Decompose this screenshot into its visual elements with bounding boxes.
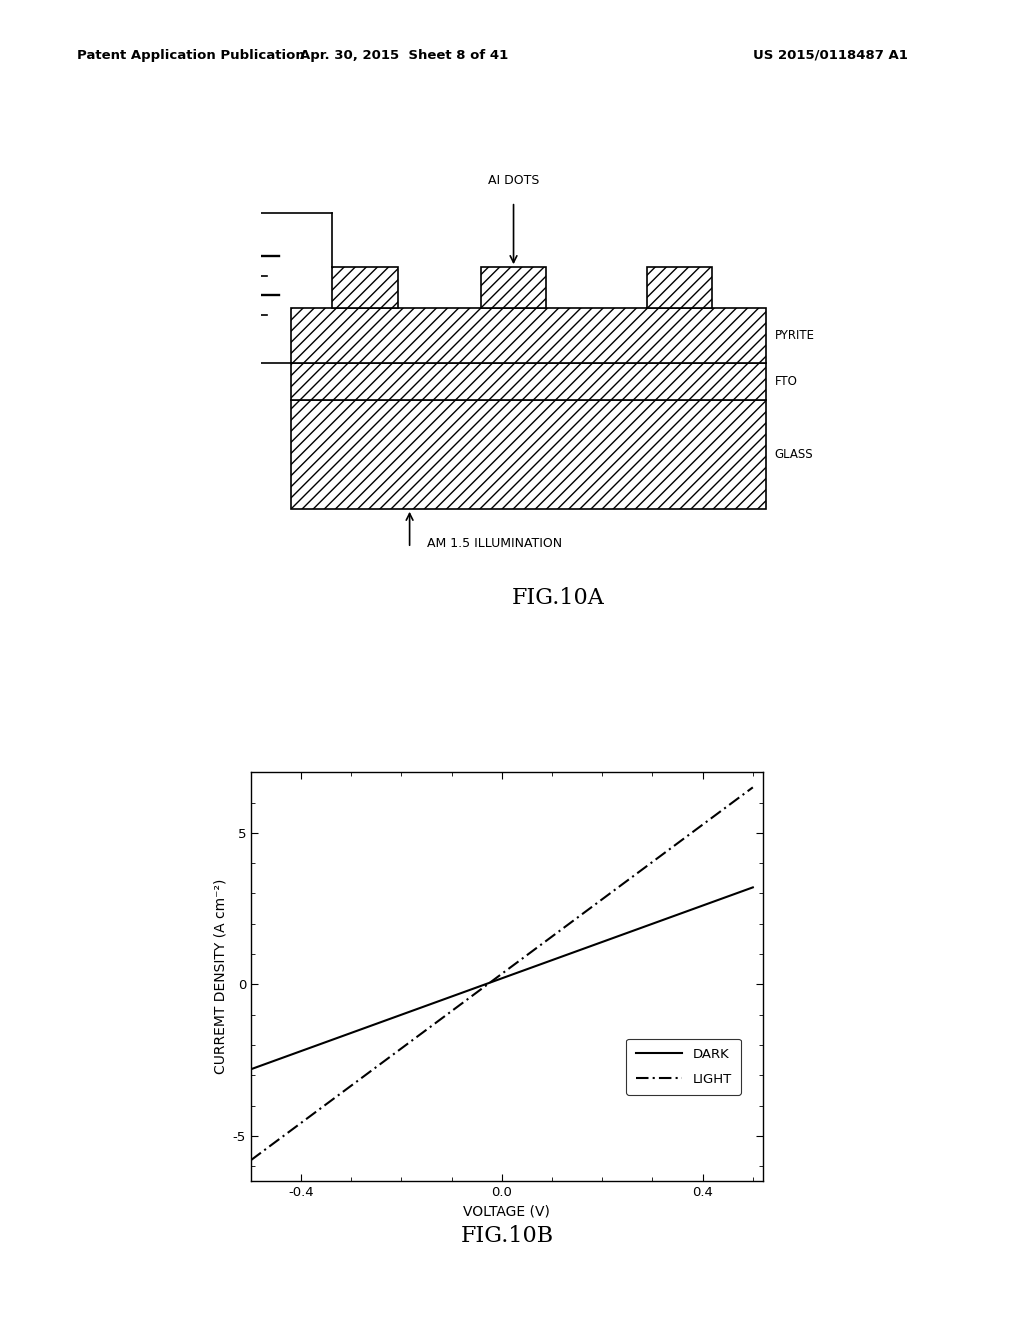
X-axis label: VOLTAGE (V): VOLTAGE (V) <box>464 1205 550 1218</box>
Text: GLASS: GLASS <box>775 447 813 461</box>
Bar <box>333 267 397 309</box>
Bar <box>481 267 546 309</box>
Y-axis label: CURREMT DENSITY (A cm⁻²): CURREMT DENSITY (A cm⁻²) <box>213 879 227 1074</box>
Text: Patent Application Publication: Patent Application Publication <box>77 49 304 62</box>
Text: PYRITE: PYRITE <box>775 329 815 342</box>
Bar <box>647 267 713 309</box>
Bar <box>291 400 766 510</box>
Legend: DARK, LIGHT: DARK, LIGHT <box>627 1039 741 1096</box>
Bar <box>291 309 766 363</box>
Text: FIG.10A: FIG.10A <box>512 587 604 610</box>
Text: US 2015/0118487 A1: US 2015/0118487 A1 <box>753 49 907 62</box>
Text: AI DOTS: AI DOTS <box>487 173 540 186</box>
Text: Apr. 30, 2015  Sheet 8 of 41: Apr. 30, 2015 Sheet 8 of 41 <box>300 49 509 62</box>
Text: AM 1.5 ILLUMINATION: AM 1.5 ILLUMINATION <box>427 537 562 550</box>
Bar <box>291 363 766 400</box>
Text: FIG.10B: FIG.10B <box>461 1225 553 1247</box>
Text: FTO: FTO <box>775 375 798 388</box>
